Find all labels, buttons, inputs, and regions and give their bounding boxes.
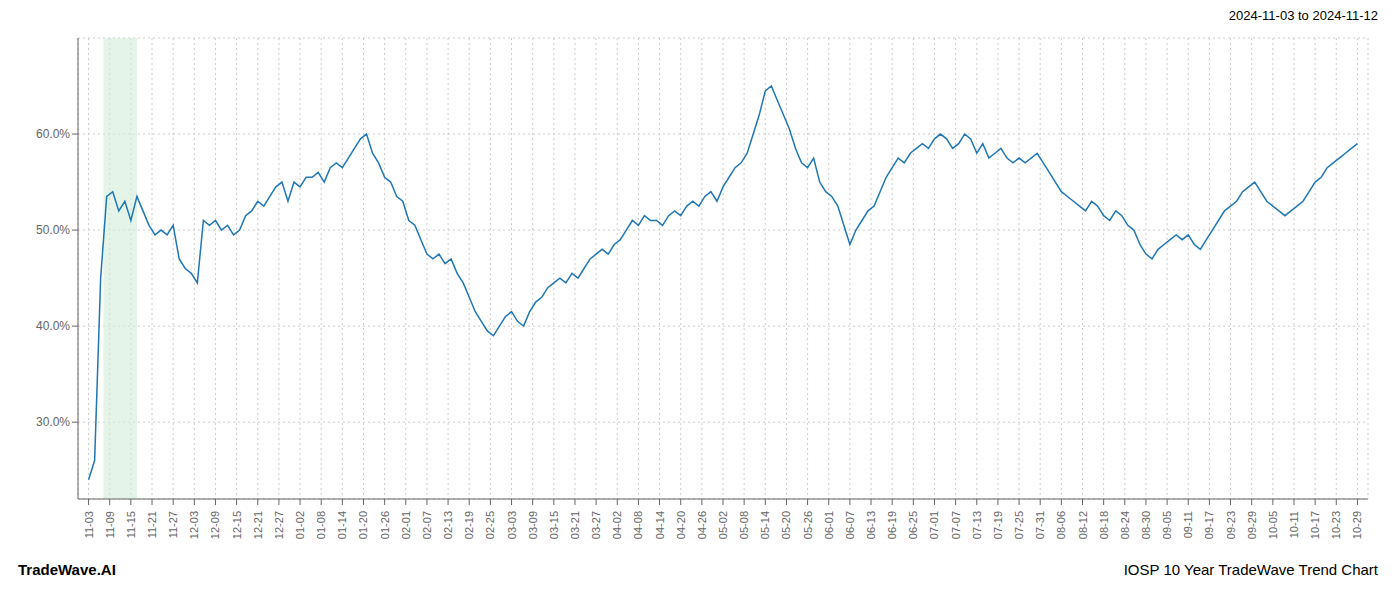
svg-text:10-05: 10-05	[1267, 511, 1279, 539]
svg-text:06-07: 06-07	[844, 511, 856, 539]
svg-text:01-14: 01-14	[336, 511, 348, 539]
html-text:2024-11-03 to 2024-11-12: 2024-11-03 to 2024-11-12	[1228, 8, 1378, 23]
svg-text:04-08: 04-08	[632, 511, 644, 539]
svg-text:05-26: 05-26	[802, 511, 814, 539]
svg-text:08-24: 08-24	[1119, 511, 1131, 539]
svg-text:09-23: 09-23	[1225, 511, 1237, 539]
svg-text:11-21: 11-21	[146, 511, 158, 538]
html-text:IOSP 10 Year TradeWave Trend C: IOSP 10 Year TradeWave Trend Chart	[1123, 560, 1378, 578]
svg-text:04-26: 04-26	[696, 511, 708, 539]
svg-text:04-14: 04-14	[654, 511, 666, 539]
svg-text:03-15: 03-15	[548, 511, 560, 539]
svg-text:07-19: 07-19	[992, 511, 1004, 539]
svg-text:06-01: 06-01	[823, 511, 835, 539]
svg-text:10-11: 10-11	[1288, 511, 1300, 538]
svg-text:08-06: 08-06	[1055, 511, 1067, 539]
svg-text:05-08: 05-08	[738, 511, 750, 539]
svg-text:09-17: 09-17	[1203, 511, 1215, 539]
svg-text:02-13: 02-13	[442, 511, 454, 539]
svg-text:04-02: 04-02	[611, 511, 623, 539]
svg-text:03-03: 03-03	[506, 511, 518, 539]
svg-text:01-26: 01-26	[379, 511, 391, 539]
svg-text:05-02: 05-02	[717, 511, 729, 539]
svg-text:02-07: 02-07	[421, 511, 433, 539]
svg-text:03-27: 03-27	[590, 511, 602, 539]
svg-text:11-15: 11-15	[125, 511, 137, 538]
svg-text:06-19: 06-19	[886, 511, 898, 539]
svg-text:03-09: 03-09	[527, 511, 539, 539]
svg-text:01-02: 01-02	[294, 511, 306, 539]
svg-text:12-15: 12-15	[231, 511, 243, 539]
svg-text:40.0%: 40.0%	[36, 319, 70, 333]
svg-text:11-27: 11-27	[167, 511, 179, 538]
svg-text:11-03: 11-03	[83, 511, 95, 538]
svg-text:09-05: 09-05	[1161, 511, 1173, 539]
svg-text:08-12: 08-12	[1077, 511, 1089, 539]
svg-text:07-31: 07-31	[1034, 511, 1046, 539]
svg-text:12-27: 12-27	[273, 511, 285, 539]
svg-text:60.0%: 60.0%	[36, 127, 70, 141]
svg-text:02-19: 02-19	[463, 511, 475, 539]
svg-text:09-11: 09-11	[1182, 511, 1194, 538]
svg-text:10-29: 10-29	[1351, 511, 1363, 539]
svg-text:02-01: 02-01	[400, 511, 412, 539]
svg-text:30.0%: 30.0%	[36, 415, 70, 429]
svg-text:06-25: 06-25	[907, 511, 919, 539]
svg-text:07-13: 07-13	[971, 511, 983, 539]
svg-text:08-18: 08-18	[1098, 511, 1110, 539]
html-text:TradeWave.AI: TradeWave.AI	[18, 560, 116, 578]
svg-text:04-20: 04-20	[675, 511, 687, 539]
svg-text:07-25: 07-25	[1013, 511, 1025, 539]
svg-text:03-21: 03-21	[569, 511, 581, 539]
svg-text:02-25: 02-25	[484, 511, 496, 539]
svg-text:01-20: 01-20	[357, 511, 369, 539]
svg-text:06-13: 06-13	[865, 511, 877, 539]
svg-text:05-20: 05-20	[780, 511, 792, 539]
svg-text:12-21: 12-21	[252, 511, 264, 539]
svg-text:07-01: 07-01	[928, 511, 940, 539]
svg-text:09-29: 09-29	[1246, 511, 1258, 539]
svg-text:12-09: 12-09	[209, 511, 221, 539]
svg-text:50.0%: 50.0%	[36, 223, 70, 237]
svg-text:07-07: 07-07	[950, 511, 962, 539]
svg-text:01-08: 01-08	[315, 511, 327, 539]
svg-text:11-09: 11-09	[104, 511, 116, 538]
svg-text:05-14: 05-14	[759, 511, 771, 539]
svg-text:12-03: 12-03	[188, 511, 200, 539]
svg-text:08-30: 08-30	[1140, 511, 1152, 539]
svg-text:10-23: 10-23	[1330, 511, 1342, 539]
svg-text:10-17: 10-17	[1309, 511, 1321, 539]
